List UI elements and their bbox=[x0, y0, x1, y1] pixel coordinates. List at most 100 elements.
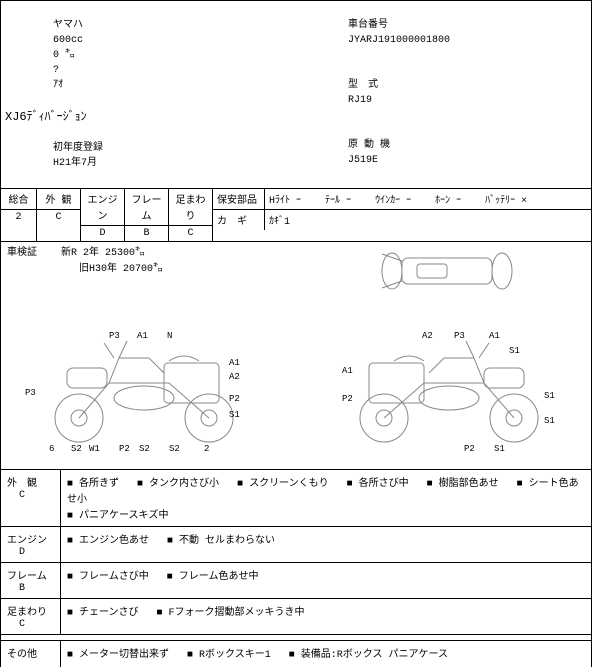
detail-other: その他 メーター切替出来ず Rボックスキー1 装備品:Rボックス パニアケース bbox=[1, 641, 591, 667]
grade-sougou-label: 総合 bbox=[1, 189, 36, 210]
safety-item: ﾊﾞｯﾃﾘｰ × bbox=[485, 196, 527, 207]
detail-gaikan: 外 観 C 各所きず タンク内さび小 スクリーンくもり 各所さび中 樹脂部色あせ… bbox=[1, 470, 591, 527]
km: 0 ㌔ bbox=[53, 50, 75, 61]
color: ｱｵ bbox=[53, 80, 63, 91]
detail-item: 各所きず bbox=[67, 479, 119, 490]
chassis-label: 車台番号 bbox=[348, 20, 388, 31]
detail-engine-body: エンジン色あせ 不動 セルまわらない bbox=[61, 527, 591, 562]
inspection-line2: 旧H30年 20700㌔ bbox=[79, 264, 163, 275]
annot: 2 bbox=[204, 444, 209, 454]
engine-label: 原 動 機 bbox=[348, 140, 390, 151]
detail-gaikan-body: 各所きず タンク内さび小 スクリーンくもり 各所さび中 樹脂部色あせ シート色あ… bbox=[61, 470, 591, 526]
annot: 6 bbox=[49, 444, 54, 454]
inspection-line1: 新R 2年 25300㌔ bbox=[61, 248, 145, 259]
grade-frame-label: フレーム bbox=[125, 189, 168, 226]
key-val: ｶｷﾞ1 bbox=[265, 210, 591, 230]
detail-item: 各所さび中 bbox=[347, 479, 409, 490]
detail-item: タンク内さび小 bbox=[137, 479, 219, 490]
grade-frame: フレーム B bbox=[125, 189, 169, 241]
detail-gaikan-label: 外 観 C bbox=[1, 470, 61, 526]
detail-item: チェーンさび bbox=[67, 608, 139, 619]
annot: P3 bbox=[25, 388, 36, 398]
annot: S2 bbox=[139, 444, 150, 454]
inspection-block: 車検証 新R 2年 25300㌔ 旧H30年 20700㌔ bbox=[1, 242, 302, 300]
detail-item: Fフォーク摺動部メッキうき中 bbox=[157, 608, 305, 619]
grade-ashi-val: C bbox=[169, 226, 212, 241]
detail-engine-label: エンジン D bbox=[1, 527, 61, 562]
engine-line: 原 動 機 J519E bbox=[300, 123, 587, 183]
annot: S1 bbox=[229, 410, 240, 420]
grade-frame-val: B bbox=[125, 226, 168, 241]
detail-item: 樹脂部色あせ bbox=[427, 479, 499, 490]
first-reg-line: 初年度登録 H21年7月 bbox=[5, 126, 292, 186]
grade-engine: エンジン D bbox=[81, 189, 125, 241]
detail-item: フレームさび中 bbox=[67, 572, 149, 583]
type-line: 型 式 RJ19 bbox=[300, 63, 587, 123]
annot: S2 bbox=[71, 444, 82, 454]
annot: S1 bbox=[544, 391, 555, 401]
detail-item: 不動 セルまわらない bbox=[167, 536, 275, 547]
chassis: JYARJ191000001800 bbox=[348, 35, 450, 46]
detail-ashi: 足まわり C チェーンさび Fフォーク摺動部メッキうき中 bbox=[1, 599, 591, 635]
detail-frame-body: フレームさび中 フレーム色あせ中 bbox=[61, 563, 591, 598]
annot: A1 bbox=[137, 331, 148, 341]
annot: S1 bbox=[544, 416, 555, 426]
engine: J519E bbox=[348, 155, 378, 166]
safety-block: 保安部品 Hﾗｲﾄ ｰ ﾃｰﾙ ｰ ｳｲﾝｶｰ ｰ ﾎｰﾝ ｰ ﾊﾞｯﾃﾘｰ ×… bbox=[213, 189, 591, 241]
detail-ashi-body: チェーンさび Fフォーク摺動部メッキうき中 bbox=[61, 599, 591, 634]
detail-other-label: その他 bbox=[1, 641, 61, 667]
detail-item: メーター切替出来ず bbox=[67, 650, 169, 661]
grade-engine-val: D bbox=[81, 226, 124, 241]
safety-parts-row: 保安部品 Hﾗｲﾄ ｰ ﾃｰﾙ ｰ ｳｲﾝｶｰ ｰ ﾎｰﾝ ｰ ﾊﾞｯﾃﾘｰ × bbox=[213, 189, 591, 210]
detail-ashi-label: 足まわり C bbox=[1, 599, 61, 634]
detail-item: エンジン色あせ bbox=[67, 536, 149, 547]
annot: S1 bbox=[509, 346, 520, 356]
bike-left-diagram: P3 A1 N A1 A2 P2 S1 P3 6 S2 W1 P2 S2 S2 … bbox=[19, 313, 279, 457]
annot: P2 bbox=[342, 394, 353, 404]
detail-frame: フレーム B フレームさび中 フレーム色あせ中 bbox=[1, 563, 591, 599]
header-right: 車台番号 JYARJ191000001800 型 式 RJ19 原 動 機 J5… bbox=[296, 1, 591, 188]
annot: A1 bbox=[489, 331, 500, 341]
detail-other-body: メーター切替出来ず Rボックスキー1 装備品:Rボックス パニアケース bbox=[61, 641, 591, 667]
header-line1: ヤマハ 600cc 0 ㌔ ? ｱｵ bbox=[5, 3, 292, 108]
safety-items: Hﾗｲﾄ ｰ ﾃｰﾙ ｰ ｳｲﾝｶｰ ｰ ﾎｰﾝ ｰ ﾊﾞｯﾃﾘｰ × bbox=[265, 189, 591, 209]
safety-item: Hﾗｲﾄ ｰ bbox=[269, 196, 301, 207]
topview-diagram bbox=[302, 242, 591, 300]
side-diagrams: P3 A1 N A1 A2 P2 S1 P3 6 S2 W1 P2 S2 S2 … bbox=[1, 300, 591, 470]
annot: P3 bbox=[109, 331, 120, 341]
inspection-label: 車検証 bbox=[7, 248, 37, 259]
motorcycle-top-icon bbox=[362, 246, 532, 296]
grade-engine-label: エンジン bbox=[81, 189, 124, 226]
safety-item: ﾃｰﾙ ｰ bbox=[325, 196, 351, 207]
key-row: カ ギ ｶｷﾞ1 bbox=[213, 210, 591, 230]
annot: A2 bbox=[229, 372, 240, 382]
maker: ヤマハ bbox=[53, 20, 83, 31]
detail-engine: エンジン D エンジン色あせ 不動 セルまわらない bbox=[1, 527, 591, 563]
cc: 600cc bbox=[53, 35, 83, 46]
key-label: カ ギ bbox=[213, 210, 265, 230]
safety-item: ﾎｰﾝ ｰ bbox=[435, 196, 461, 207]
detail-item: パニアケースキズ中 bbox=[67, 511, 169, 522]
first-reg-label: 初年度登録 bbox=[53, 143, 103, 154]
grade-sougou-val: 2 bbox=[1, 210, 36, 225]
annot: N bbox=[167, 331, 172, 341]
grade-gaikan-label: 外 観 bbox=[37, 189, 80, 210]
model-name: XJ6ﾃﾞｨﾊﾞｰｼﾞｮﾝ bbox=[5, 108, 292, 126]
grade-ashi: 足まわり C bbox=[169, 189, 213, 241]
inspection-sheet: ヤマハ 600cc 0 ㌔ ? ｱｵ XJ6ﾃﾞｨﾊﾞｰｼﾞｮﾝ 初年度登録 H… bbox=[0, 0, 592, 667]
grade-gaikan-val: C bbox=[37, 210, 80, 225]
annot: A2 bbox=[422, 331, 433, 341]
grades-safety-row: 総合 2 外 観 C エンジン D フレーム B 足まわり C 保安部品 bbox=[1, 189, 591, 242]
detail-item: フレーム色あせ中 bbox=[167, 572, 259, 583]
grade-table: 総合 2 外 観 C エンジン D フレーム B 足まわり C bbox=[1, 189, 213, 241]
chassis-line: 車台番号 JYARJ191000001800 bbox=[300, 3, 587, 63]
annot: A1 bbox=[229, 358, 240, 368]
annot: P2 bbox=[229, 394, 240, 404]
detail-frame-label: フレーム B bbox=[1, 563, 61, 598]
first-reg: H21年7月 bbox=[53, 158, 97, 169]
detail-item: 装備品:Rボックス パニアケース bbox=[289, 650, 448, 661]
grade-ashi-label: 足まわり bbox=[169, 189, 212, 226]
grade-sougou: 総合 2 bbox=[1, 189, 37, 241]
safety-label: 保安部品 bbox=[213, 189, 265, 209]
grade-gaikan: 外 観 C bbox=[37, 189, 81, 241]
